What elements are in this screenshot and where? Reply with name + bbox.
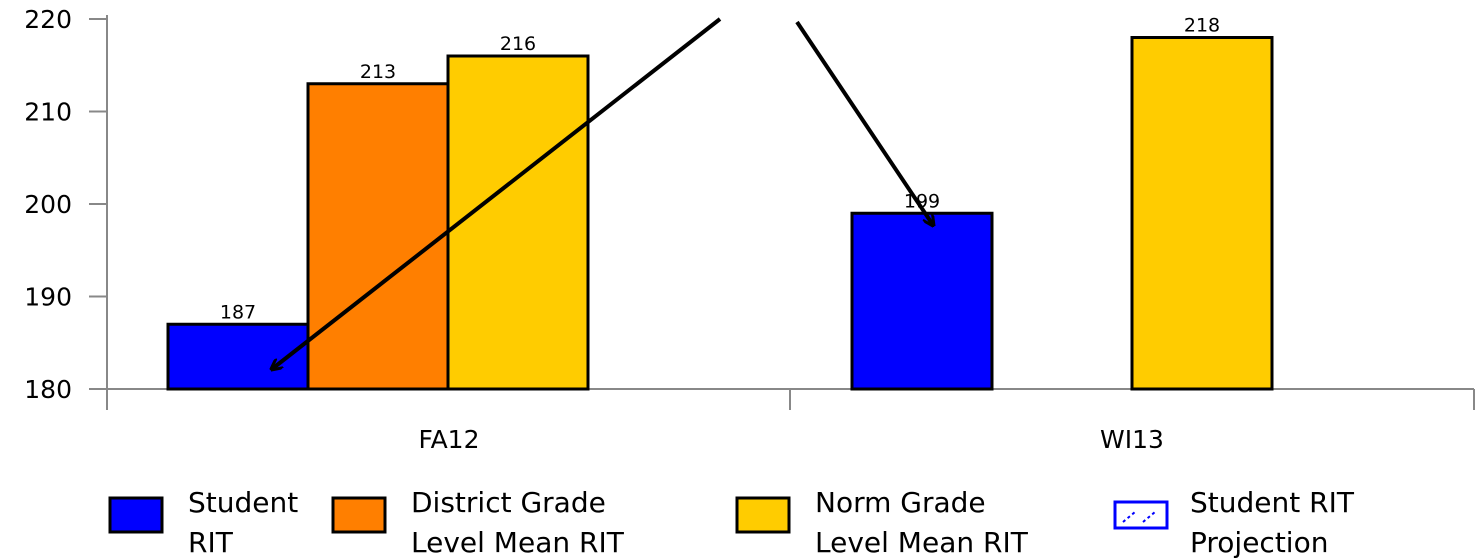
y-tick-label: 190 <box>24 283 72 312</box>
legend-swatch <box>735 496 791 534</box>
annotation-arrow-fa12 <box>272 17 722 369</box>
bar-wi13-2 <box>1130 36 1274 391</box>
legend-label-line2: Projection <box>1190 526 1328 559</box>
bar-fa12-1 <box>306 82 450 391</box>
x-category-label: WI13 <box>1100 425 1164 454</box>
data-label: 187 <box>220 301 256 323</box>
legend-label-line2: Level Mean RIT <box>411 526 625 559</box>
bar-wi13-0 <box>850 211 994 391</box>
x-category-label: FA12 <box>419 425 480 454</box>
bar-fa12-2 <box>446 54 590 391</box>
legend-label-line1: Norm Grade <box>815 486 986 519</box>
legend-swatch-projection <box>1113 500 1169 530</box>
legend-swatch <box>108 496 164 534</box>
data-label: 218 <box>1184 15 1220 37</box>
legend-label-line2: RIT <box>188 526 234 559</box>
y-tick-label: 220 <box>24 5 72 34</box>
annotation-arrow-wi13 <box>795 20 933 225</box>
y-tick-label: 210 <box>24 98 72 127</box>
data-label: 213 <box>360 61 396 83</box>
legend-label-line1: Student <box>188 486 298 519</box>
data-label: 216 <box>500 33 536 55</box>
bars <box>166 36 1274 391</box>
annotations <box>272 17 933 369</box>
legend-label-line1: District Grade <box>411 486 606 519</box>
legend-label-line2: Level Mean RIT <box>815 526 1029 559</box>
legend-swatch-pattern <box>1122 511 1156 523</box>
y-tick-label: 180 <box>24 375 72 404</box>
y-tick-label: 200 <box>24 190 72 219</box>
legend-label-line1: Student RIT <box>1190 486 1355 519</box>
category-labels: FA12 WI13 <box>419 425 1164 454</box>
legend: Student RIT District Grade Level Mean RIT No… <box>108 486 1355 559</box>
legend-swatch <box>331 496 387 534</box>
